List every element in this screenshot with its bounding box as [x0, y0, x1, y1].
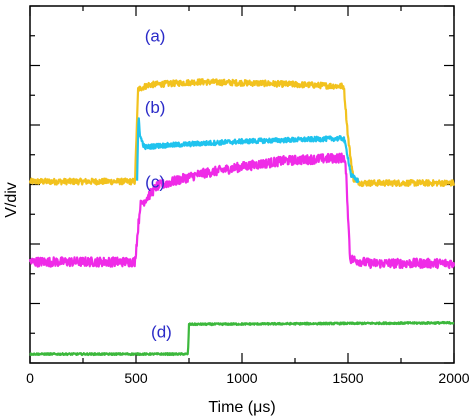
series-annotation: (a) — [145, 27, 166, 46]
axis-ticks — [29, 5, 455, 364]
series-annotation: (b) — [145, 98, 166, 117]
series-line — [28, 78, 456, 188]
y-axis-label: V/div — [3, 182, 20, 218]
x-tick-label: 2000 — [438, 370, 469, 386]
series-line — [28, 152, 456, 270]
trace-annotations: (a) (b) (c) (d) — [145, 27, 172, 342]
x-tick-labels: 0 500 1000 1500 2000 — [26, 370, 470, 386]
series-annotation: (c) — [145, 172, 165, 191]
series-line — [136, 117, 360, 184]
series-traces — [28, 78, 456, 357]
x-tick-label: 1500 — [332, 370, 363, 386]
x-tick-label: 1000 — [226, 370, 257, 386]
series-line — [29, 320, 455, 357]
series-annotation: (d) — [151, 323, 172, 342]
x-tick-label: 0 — [26, 370, 34, 386]
x-tick-label: 500 — [124, 370, 148, 386]
x-axis-label: Time (μs) — [208, 399, 275, 416]
